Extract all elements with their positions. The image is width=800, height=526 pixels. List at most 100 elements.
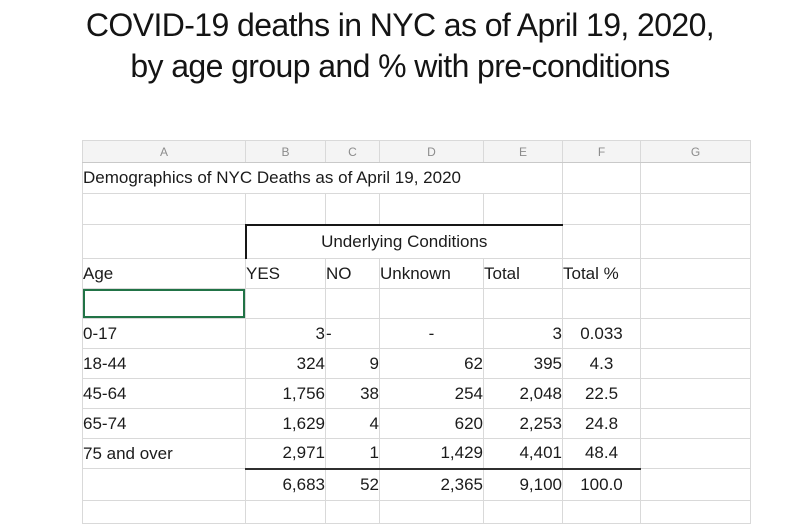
cell-no[interactable]: 38 xyxy=(325,378,380,409)
cell[interactable] xyxy=(640,348,751,379)
cell[interactable] xyxy=(640,378,751,409)
cell-yes[interactable]: 1,756 xyxy=(245,378,326,409)
header-unknown[interactable]: Unknown xyxy=(379,258,484,289)
header-total[interactable]: Total xyxy=(483,258,563,289)
field-header-row: Age YES NO Unknown Total Total % xyxy=(82,258,751,289)
cell-no[interactable]: 9 xyxy=(325,348,380,379)
page-title-line1: COVID-19 deaths in NYC as of April 19, 2… xyxy=(85,7,715,43)
cell-total[interactable]: 2,048 xyxy=(483,378,563,409)
page-title: COVID-19 deaths in NYC as of April 19, 2… xyxy=(0,5,800,87)
empty-row xyxy=(82,193,751,225)
cell-unknown[interactable]: 254 xyxy=(379,378,484,409)
underlying-conditions-box[interactable]: Underlying Conditions xyxy=(244,223,563,259)
cell-yes[interactable]: 1,629 xyxy=(245,408,326,439)
cell-age[interactable]: 65-74 xyxy=(82,408,246,439)
cell[interactable] xyxy=(640,408,751,439)
column-header-d[interactable]: D xyxy=(379,140,484,163)
total-total[interactable]: 9,100 xyxy=(483,467,563,501)
cell-unknown[interactable]: 62 xyxy=(379,348,484,379)
cell[interactable] xyxy=(245,500,326,524)
cell-total[interactable]: 2,253 xyxy=(483,408,563,439)
cell-age[interactable]: 75 and over xyxy=(82,438,246,469)
cell-total[interactable]: 3 xyxy=(483,318,563,349)
cell-no[interactable]: 1 xyxy=(325,438,380,469)
cell[interactable] xyxy=(325,193,380,225)
total-yes[interactable]: 6,683 xyxy=(245,467,326,501)
table-row: 18-44 324 9 62 395 4.3 xyxy=(82,348,751,379)
cell[interactable] xyxy=(640,193,751,225)
sheet-title-cell[interactable]: Demographics of NYC Deaths as of April 1… xyxy=(82,162,563,194)
table-row: 75 and over 2,971 1 1,429 4,401 48.4 xyxy=(82,438,751,469)
cell[interactable] xyxy=(82,468,246,501)
cell-no[interactable]: 4 xyxy=(325,408,380,439)
cell[interactable] xyxy=(245,193,326,225)
cell-total-pct[interactable]: 4.3 xyxy=(562,348,641,379)
underlying-conditions-row: Underlying Conditions xyxy=(82,223,751,259)
cell[interactable] xyxy=(379,500,484,524)
cell[interactable] xyxy=(640,224,751,259)
active-cell[interactable] xyxy=(82,288,246,319)
cell-total-pct[interactable]: 0.033 xyxy=(562,318,641,349)
page-title-line2: by age group and % with pre-conditions xyxy=(130,48,670,84)
totals-row: 6,683 52 2,365 9,100 100.0 xyxy=(82,467,751,501)
cell[interactable] xyxy=(245,288,326,319)
cell-yes[interactable]: 2,971 xyxy=(245,438,326,469)
cell[interactable] xyxy=(483,193,563,225)
header-yes[interactable]: YES xyxy=(245,258,326,289)
cell[interactable] xyxy=(640,162,751,194)
cell[interactable] xyxy=(562,193,641,225)
cell[interactable] xyxy=(640,258,751,289)
cell[interactable] xyxy=(379,288,484,319)
cell-unknown[interactable]: - xyxy=(379,318,484,349)
header-no[interactable]: NO xyxy=(325,258,380,289)
column-header-c[interactable]: C xyxy=(325,140,380,163)
cell[interactable] xyxy=(562,162,641,194)
cell-total[interactable]: 395 xyxy=(483,348,563,379)
cell[interactable] xyxy=(562,500,641,524)
column-header-g[interactable]: G xyxy=(640,140,751,163)
cell[interactable] xyxy=(562,224,641,259)
cell[interactable] xyxy=(640,438,751,469)
cell[interactable] xyxy=(325,500,380,524)
cell-total-pct[interactable]: 22.5 xyxy=(562,378,641,409)
sheet-title-row: Demographics of NYC Deaths as of April 1… xyxy=(82,162,751,194)
table-row: 45-64 1,756 38 254 2,048 22.5 xyxy=(82,378,751,409)
header-total-pct[interactable]: Total % xyxy=(562,258,641,289)
column-header-b[interactable]: B xyxy=(245,140,326,163)
cell-total[interactable]: 4,401 xyxy=(483,438,563,469)
spreadsheet-grid: A B C D E F G Demographics of NYC Deaths… xyxy=(82,140,751,524)
column-header-f[interactable]: F xyxy=(562,140,641,163)
cell-age[interactable]: 45-64 xyxy=(82,378,246,409)
cell[interactable] xyxy=(82,224,246,259)
cell[interactable] xyxy=(640,500,751,524)
cell[interactable] xyxy=(640,468,751,501)
cell-unknown[interactable]: 1,429 xyxy=(379,438,484,469)
cell-total-pct[interactable]: 24.8 xyxy=(562,408,641,439)
cell[interactable] xyxy=(82,193,246,225)
total-unknown[interactable]: 2,365 xyxy=(379,467,484,501)
cell[interactable] xyxy=(483,288,563,319)
column-header-e[interactable]: E xyxy=(483,140,563,163)
empty-row xyxy=(82,288,751,319)
cell[interactable] xyxy=(483,500,563,524)
cell-total-pct[interactable]: 48.4 xyxy=(562,438,641,469)
cell[interactable] xyxy=(325,288,380,319)
cell[interactable] xyxy=(562,288,641,319)
table-row: 65-74 1,629 4 620 2,253 24.8 xyxy=(82,408,751,439)
column-header-a[interactable]: A xyxy=(82,140,246,163)
cell-unknown[interactable]: 620 xyxy=(379,408,484,439)
cell[interactable] xyxy=(82,500,246,524)
cell[interactable] xyxy=(640,318,751,349)
cell[interactable] xyxy=(379,193,484,225)
total-no[interactable]: 52 xyxy=(325,467,380,501)
cell[interactable] xyxy=(640,288,751,319)
total-total-pct[interactable]: 100.0 xyxy=(562,467,641,501)
cell-age[interactable]: 0-17 xyxy=(82,318,246,349)
empty-row xyxy=(82,500,751,524)
table-row: 0-17 3 - - 3 0.033 xyxy=(82,318,751,349)
header-age[interactable]: Age xyxy=(82,258,246,289)
cell-yes[interactable]: 324 xyxy=(245,348,326,379)
cell-age[interactable]: 18-44 xyxy=(82,348,246,379)
cell-no[interactable]: - xyxy=(325,318,380,349)
cell-yes[interactable]: 3 xyxy=(245,318,326,349)
